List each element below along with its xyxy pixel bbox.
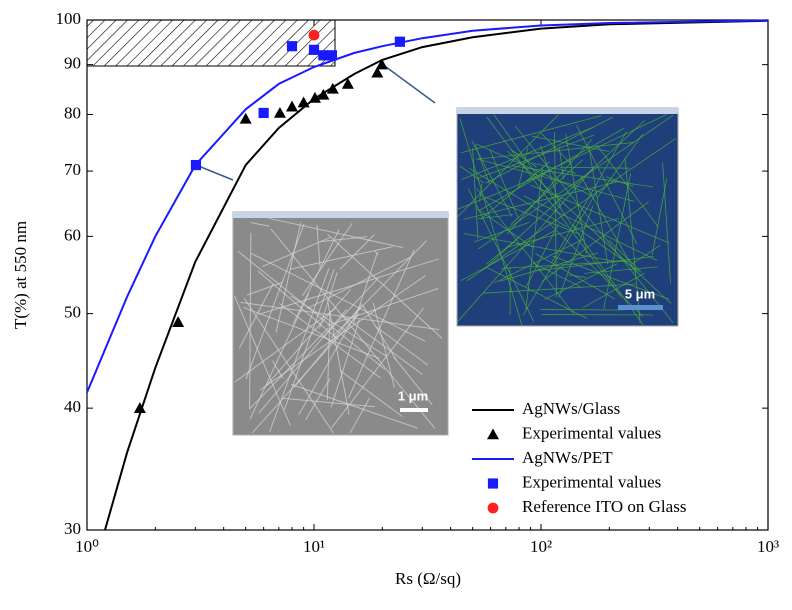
square-marker: [259, 108, 269, 118]
triangle-marker: [376, 59, 388, 70]
scale-label: 1 μm: [398, 388, 428, 403]
y-tick-label: 100: [56, 9, 82, 28]
triangle-marker: [487, 429, 499, 440]
square-marker: [327, 50, 337, 60]
legend-label: Experimental values: [522, 472, 661, 491]
sem-inset: 1 μm: [233, 212, 448, 435]
square-marker: [287, 41, 297, 51]
arrow: [196, 165, 233, 180]
y-tick-label: 90: [64, 54, 81, 73]
y-axis-label: T(%) at 550 nm: [11, 221, 30, 329]
legend-label: Reference ITO on Glass: [522, 497, 686, 516]
x-tick-label: 10³: [757, 537, 779, 556]
legend-label: Experimental values: [522, 423, 661, 442]
square-marker: [488, 478, 498, 488]
triangle-marker: [274, 107, 286, 118]
x-tick-label: 10²: [530, 537, 552, 556]
square-marker: [395, 37, 405, 47]
target-region: [87, 20, 335, 66]
square-marker: [309, 45, 319, 55]
circle-marker: [309, 30, 320, 41]
triangle-marker: [298, 97, 310, 108]
x-tick-label: 10⁰: [75, 537, 99, 556]
x-axis-label: Rs (Ω/sq): [395, 569, 461, 588]
square-marker: [191, 160, 201, 170]
y-tick-label: 60: [64, 225, 81, 244]
y-tick-label: 80: [64, 103, 81, 122]
legend-label: AgNWs/PET: [522, 448, 613, 467]
afm-inset: 5 μm: [457, 108, 678, 326]
circle-marker: [488, 503, 499, 514]
arrow: [382, 64, 435, 103]
scale-label: 5 μm: [625, 286, 655, 301]
y-tick-label: 50: [64, 303, 81, 322]
triangle-marker: [286, 101, 298, 112]
y-tick-label: 70: [64, 160, 81, 179]
legend-label: AgNWs/Glass: [522, 399, 620, 418]
y-tick-label: 30: [64, 519, 81, 538]
x-tick-label: 10¹: [303, 537, 325, 556]
chart: 1 μm 5 μm Rs (Ω/sq) T(%) at 550 nm 30 40 5…: [0, 0, 792, 605]
y-tick-label: 40: [64, 397, 81, 416]
